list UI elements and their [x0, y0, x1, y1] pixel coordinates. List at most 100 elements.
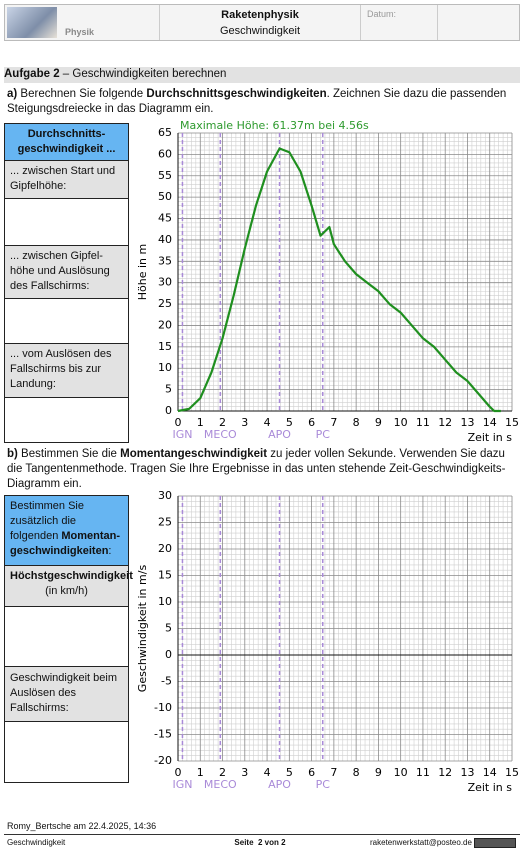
y-tick-label: 5	[165, 622, 172, 635]
y-tick-label: 20	[158, 318, 172, 331]
y-tick-label: 30	[158, 489, 172, 502]
text: Berechnen Sie folgende	[17, 88, 147, 100]
y-tick-label: 0	[165, 648, 172, 661]
table-header: Bestimmen Sie zusätzlich die folgenden M…	[4, 495, 129, 566]
x-tick-label: 13	[460, 766, 474, 779]
y-tick-label: 25	[158, 297, 172, 310]
y-tick-label: -5	[161, 675, 172, 688]
text: . Zeichnen Sie dazu die passenden Steigu…	[7, 88, 507, 115]
y-tick-label: 0	[165, 404, 172, 417]
x-tick-label: 7	[330, 416, 337, 429]
event-label: APO	[268, 428, 291, 441]
divider	[159, 5, 160, 40]
y-tick-label: 25	[158, 516, 172, 529]
x-tick-label: 6	[308, 416, 315, 429]
answer-cell	[4, 397, 129, 443]
x-tick-label: 9	[375, 416, 382, 429]
x-axis-label: Zeit in s	[468, 781, 513, 794]
part-label: b)	[7, 448, 18, 460]
event-label: APO	[268, 778, 291, 791]
header-subtitle: Geschwindigkeit	[219, 25, 301, 37]
x-tick-label: 4	[264, 416, 271, 429]
text-bold: Durchschnittsgeschwindigkeiten	[146, 88, 327, 100]
x-tick-label: 3	[241, 416, 248, 429]
event-label: PC	[316, 778, 331, 791]
date-label: Datum:	[367, 9, 397, 19]
text-bold: Momentan-geschwindigkeiten	[10, 530, 121, 557]
x-tick-label: 2	[219, 416, 226, 429]
table-row-label: ... vom Auslösen des Fallschirms bis zur…	[4, 343, 129, 398]
header-image	[7, 7, 57, 38]
x-tick-label: 1	[197, 416, 204, 429]
task-number: Aufgabe 2	[4, 68, 60, 80]
y-tick-label: -10	[154, 701, 172, 714]
y-axis-label: Höhe in m	[136, 244, 149, 300]
x-tick-label: 14	[483, 766, 497, 779]
x-tick-label: 5	[286, 416, 293, 429]
footer-left: Geschwindigkeit	[7, 838, 66, 847]
x-tick-label: 11	[416, 766, 430, 779]
y-tick-label: 35	[158, 254, 172, 267]
x-tick-label: 11	[416, 416, 430, 429]
x-tick-label: 9	[375, 766, 382, 779]
table-row-label: ... zwischen Start und Gipfelhöhe:	[4, 160, 129, 199]
y-tick-label: -15	[154, 728, 172, 741]
y-tick-label: -20	[154, 754, 172, 767]
y-tick-label: 45	[158, 212, 172, 225]
y-tick-label: 55	[158, 169, 172, 182]
y-tick-label: 30	[158, 276, 172, 289]
x-tick-label: 0	[175, 416, 182, 429]
author: Romy_Bertsche am 22.4.2025, 14:36	[7, 821, 157, 831]
event-label: PC	[316, 428, 331, 441]
x-tick-label: 10	[394, 766, 408, 779]
x-tick-label: 15	[505, 766, 519, 779]
x-tick-label: 4	[264, 766, 271, 779]
header: Physik Raketenphysik Geschwindigkeit Dat…	[4, 4, 520, 41]
text: :	[108, 545, 112, 557]
license-badge	[474, 838, 516, 848]
part-label: a)	[7, 88, 18, 100]
y-tick-label: 10	[158, 595, 172, 608]
x-tick-label: 12	[438, 416, 452, 429]
x-axis-label: Zeit in s	[468, 431, 513, 444]
text-bold: Momentangeschwindigkeit	[120, 448, 268, 460]
page-number: Seite 2 von 2	[234, 838, 286, 847]
part-b-text: b) Bestimmen Sie die Momentangeschwindig…	[7, 447, 513, 492]
y-tick-label: 5	[165, 383, 172, 396]
footer-rule	[4, 834, 520, 835]
event-label: IGN	[172, 428, 192, 441]
row-unit: (in km/h)	[45, 585, 88, 597]
x-tick-label: 13	[460, 416, 474, 429]
x-tick-label: 3	[241, 766, 248, 779]
email: raketenwerkstatt@posteo.de	[370, 838, 472, 847]
part-a-text: a) Berechnen Sie folgende Durchschnittsg…	[7, 87, 513, 117]
x-tick-label: 1	[197, 766, 204, 779]
subject: Physik	[65, 27, 95, 37]
y-tick-label: 40	[158, 233, 172, 246]
y-tick-label: 15	[158, 340, 172, 353]
event-label: MECO	[204, 428, 237, 441]
y-axis-label: Geschwindigkeit in m/s	[136, 565, 149, 693]
x-tick-label: 0	[175, 766, 182, 779]
x-tick-label: 8	[353, 416, 360, 429]
divider	[360, 5, 361, 40]
x-tick-label: 7	[330, 766, 337, 779]
charts: 0 1 2 3 4 5 6 7 8 9 10 11 12 13 14 15051015202530354045…	[136, 119, 519, 794]
divider	[437, 5, 438, 40]
event-label: MECO	[204, 778, 237, 791]
x-tick-label: 2	[219, 766, 226, 779]
x-tick-label: 5	[286, 766, 293, 779]
chart: 0 1 2 3 4 5 6 7 8 9 10 11 12 13 14 15051015202530354045…	[136, 119, 519, 444]
x-tick-label: 15	[505, 416, 519, 429]
chart-title: Maximale Höhe: 61.37m bei 4.56s	[180, 119, 369, 132]
y-tick-label: 20	[158, 542, 172, 555]
header-title: Raketenphysik	[221, 9, 299, 21]
y-tick-label: 15	[158, 569, 172, 582]
text: Bestimmen Sie zusätzlich die folgenden	[10, 500, 84, 542]
task-heading: Aufgabe 2 – Geschwindigkeiten berechnen	[4, 67, 520, 83]
table-header: Durchschnitts-geschwindigkeit ...	[4, 123, 129, 161]
table-row-label: Höchstgeschwindigkeit (in km/h)	[4, 565, 133, 607]
x-tick-label: 6	[308, 766, 315, 779]
text: zu jeder vollen Sekunde. Verwenden Sie d…	[7, 448, 506, 490]
